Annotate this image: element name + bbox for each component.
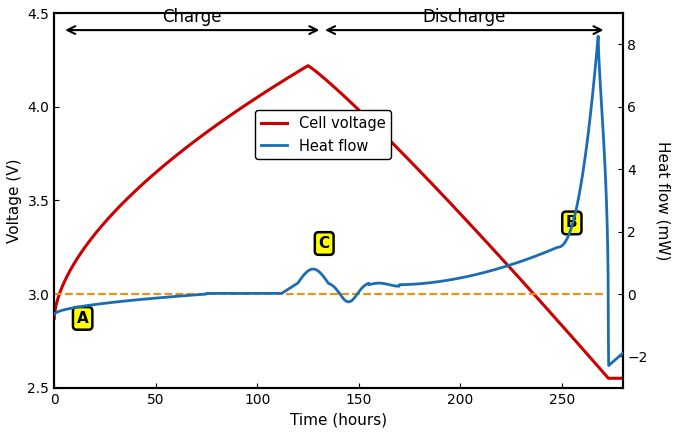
Text: Discharge: Discharge — [422, 8, 506, 26]
Y-axis label: Heat flow (mW): Heat flow (mW) — [655, 141, 670, 260]
Legend: Cell voltage, Heat flow: Cell voltage, Heat flow — [255, 110, 391, 159]
Text: B: B — [566, 215, 577, 230]
Text: C: C — [319, 236, 330, 251]
Y-axis label: Voltage (V): Voltage (V) — [7, 158, 22, 243]
X-axis label: Time (hours): Time (hours) — [290, 412, 387, 427]
Text: A: A — [77, 311, 89, 326]
Text: Charge: Charge — [162, 8, 222, 26]
